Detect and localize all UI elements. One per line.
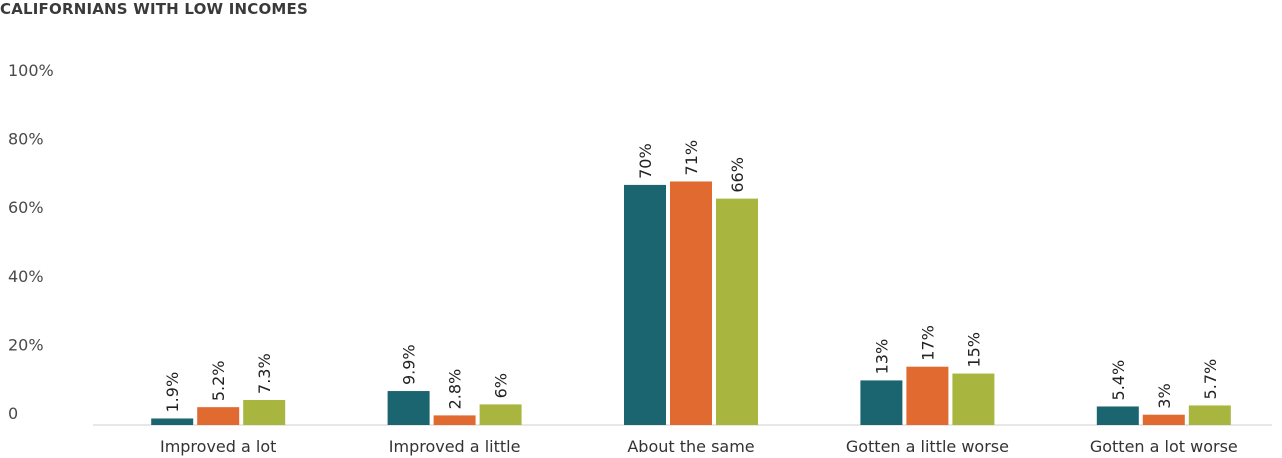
y-tick-label: 0 (8, 404, 18, 423)
data-label: 3% (1155, 383, 1174, 408)
data-label: 1.9% (163, 372, 182, 413)
x-tick-label: Gotten a little worse (846, 437, 1009, 456)
chart-title: CALIFORNIANS WITH LOW INCOMES (0, 0, 308, 18)
bar (860, 380, 903, 425)
y-tick-label: 20% (8, 335, 44, 354)
bar (906, 366, 949, 425)
bar (151, 418, 194, 425)
data-label: 71% (682, 140, 701, 176)
data-label: 66% (728, 157, 747, 193)
y-tick-label: 100% (8, 61, 54, 80)
data-label: 5.7% (1201, 359, 1220, 400)
data-label: 6% (492, 373, 511, 398)
bar (197, 407, 240, 425)
data-label: 5.4% (1109, 360, 1128, 401)
x-axis: Improved a lot Improved a little About the… (160, 437, 1238, 456)
bar (716, 198, 758, 425)
y-axis: 0 20% 40% 60% 80% 100% (8, 61, 54, 423)
bar (624, 184, 666, 425)
data-label: 2.8% (446, 369, 465, 410)
x-tick-label: Gotten a lot worse (1090, 437, 1238, 456)
data-label: 17% (918, 325, 937, 361)
data-label: 13% (872, 339, 891, 375)
bar (479, 404, 522, 425)
data-label: 5.2% (209, 361, 228, 402)
bar (243, 399, 286, 425)
bar (670, 181, 712, 425)
bar (433, 415, 476, 425)
y-tick-label: 40% (8, 267, 44, 286)
data-label: 15% (964, 332, 983, 368)
x-tick-label: About the same (627, 437, 754, 456)
x-tick-label: Improved a lot (160, 437, 276, 456)
data-label: 9.9% (400, 344, 419, 385)
y-tick-label: 80% (8, 130, 44, 149)
bar (387, 391, 430, 425)
bar (1096, 406, 1139, 425)
data-label: 7.3% (255, 353, 274, 394)
x-tick-label: Improved a little (389, 437, 521, 456)
bars-group: 1.9% 5.2% 7.3% 9.9% 2.8% 6% 70% 71% 66% 13% 17% 15%… (151, 140, 1231, 425)
y-tick-label: 60% (8, 198, 44, 217)
bar (1142, 414, 1185, 425)
data-label: 70% (636, 143, 655, 179)
bar (952, 373, 995, 425)
bar (1188, 405, 1231, 425)
